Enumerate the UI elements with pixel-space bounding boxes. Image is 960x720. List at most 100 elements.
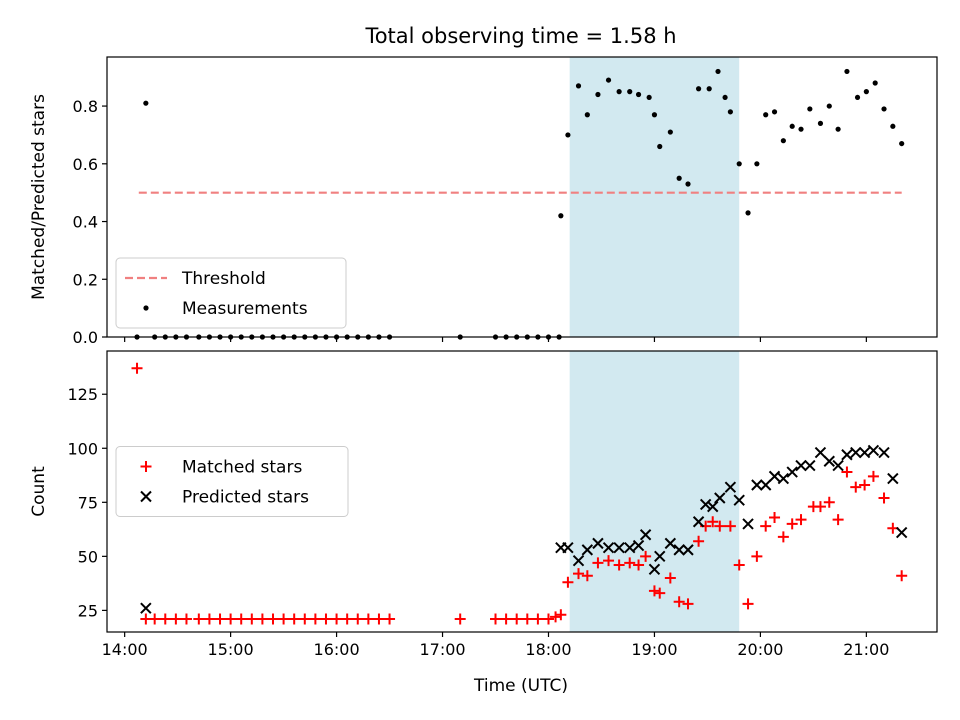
data-point — [565, 132, 571, 138]
data-point — [256, 613, 268, 625]
legend-label: Predicted stars — [182, 488, 309, 508]
y-tick-label: 75 — [78, 493, 98, 512]
data-point — [858, 446, 871, 459]
data-point — [760, 520, 772, 532]
x-axis-label: Time (UTC) — [473, 676, 568, 696]
data-point — [613, 541, 625, 554]
x-tick-label: 20:00 — [737, 640, 783, 659]
data-point — [542, 613, 554, 625]
data-point — [581, 570, 593, 582]
data-point — [299, 613, 311, 625]
data-point — [872, 80, 878, 86]
data-point — [895, 526, 908, 539]
data-point — [673, 544, 685, 556]
data-point — [341, 613, 353, 625]
data-point — [532, 613, 544, 625]
data-point — [742, 598, 754, 610]
data-point — [373, 613, 385, 625]
y-tick-label: 0.8 — [73, 97, 98, 116]
data-point — [235, 613, 247, 625]
data-point — [193, 613, 205, 625]
data-point — [624, 557, 636, 569]
data-point — [562, 576, 574, 588]
data-point — [648, 563, 661, 576]
axes-frame — [106, 56, 938, 338]
x-tick-label: 16:00 — [314, 640, 360, 659]
data-point — [769, 511, 781, 523]
data-point — [745, 210, 751, 216]
data-point — [320, 613, 332, 625]
data-point — [581, 544, 594, 556]
data-point — [278, 613, 290, 625]
data-point — [159, 613, 171, 625]
x-tick-label: 18:00 — [525, 640, 571, 659]
y-tick-label: 0.6 — [73, 155, 98, 174]
data-point — [595, 91, 601, 98]
data-point — [550, 611, 562, 623]
data-point — [572, 554, 585, 567]
data-point — [309, 613, 321, 625]
data-point — [795, 459, 807, 472]
data-point — [362, 613, 374, 625]
data-point — [682, 598, 694, 610]
observing-window-span — [569, 351, 740, 632]
data-point — [896, 570, 908, 582]
y-axis-label: Matched/Predicted stars — [29, 94, 49, 300]
data-point — [707, 500, 719, 513]
y-tick-label: 50 — [78, 547, 98, 566]
data-point — [850, 446, 862, 459]
data-point — [384, 613, 396, 625]
data-point — [850, 481, 862, 493]
data-point — [789, 123, 795, 129]
data-point — [676, 175, 682, 181]
data-point — [786, 466, 798, 478]
x-tick-label: 17:00 — [419, 640, 465, 659]
data-point — [733, 494, 745, 506]
data-point — [859, 479, 871, 491]
data-point — [786, 518, 798, 530]
axes-frame — [106, 350, 938, 633]
data-point — [575, 83, 582, 89]
data-point — [780, 138, 786, 144]
data-point — [673, 596, 685, 608]
legend: Matched stars Predicted stars — [115, 446, 349, 517]
data-point — [695, 86, 702, 92]
data-point — [832, 514, 844, 526]
data-point — [203, 613, 215, 625]
x-tick-label: 14:00 — [102, 640, 148, 659]
data-point — [724, 520, 736, 532]
data-point — [763, 112, 769, 118]
data-point — [685, 181, 691, 187]
data-point — [817, 120, 824, 126]
data-point — [624, 541, 636, 554]
y-tick-label: 0.0 — [73, 328, 98, 347]
data-point — [832, 459, 844, 472]
data-point — [878, 446, 890, 459]
x-tick-label: 19:00 — [631, 640, 677, 659]
data-point — [246, 613, 258, 625]
data-point — [331, 613, 343, 625]
data-point — [225, 613, 237, 625]
legend-label: Threshold — [181, 269, 266, 289]
data-point — [555, 609, 567, 621]
data-point — [835, 126, 841, 132]
data-point — [562, 541, 574, 554]
data-point — [521, 613, 533, 625]
data-point — [490, 613, 502, 625]
data-point — [759, 479, 772, 491]
bottom-panel-counts: 25 50 75 100 125 14:00 15:00 16:00 17:00 18:00 19:… — [29, 350, 938, 659]
data-point — [727, 109, 733, 115]
data-point — [841, 449, 853, 461]
data-point — [736, 161, 742, 167]
data-point — [654, 550, 666, 563]
data-point — [682, 544, 694, 556]
series-predicted-stars — [140, 444, 908, 614]
data-point — [826, 103, 832, 109]
data-point — [795, 514, 807, 526]
data-point — [881, 106, 887, 112]
data-point — [605, 77, 612, 83]
data-point — [777, 472, 790, 485]
data-point — [584, 112, 590, 118]
data-point — [143, 100, 149, 106]
